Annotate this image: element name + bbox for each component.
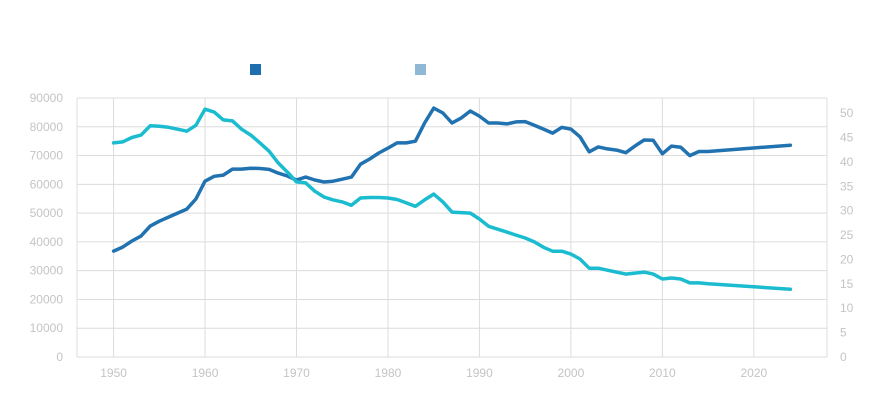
x-tick-label: 1980 xyxy=(375,366,402,380)
y-right-tick-label: 10 xyxy=(840,301,854,315)
x-tick-label: 1960 xyxy=(192,366,219,380)
y-left-tick-label: 60000 xyxy=(30,177,64,191)
x-tick-label: 2000 xyxy=(558,366,585,380)
x-tick-label: 1990 xyxy=(466,366,493,380)
x-tick-label: 1970 xyxy=(283,366,310,380)
y-right-tick-label: 40 xyxy=(840,155,854,169)
x-tick-label: 1950 xyxy=(100,366,127,380)
y-right-tick-label: 0 xyxy=(840,350,847,364)
y-left-tick-label: 70000 xyxy=(30,149,64,163)
y-right-tick-label: 15 xyxy=(840,277,854,291)
x-tick-label: 2020 xyxy=(740,366,767,380)
y-right-tick-label: 50 xyxy=(840,106,854,120)
legend xyxy=(250,64,426,75)
y-right-tick-label: 25 xyxy=(840,228,854,242)
series-line-1 xyxy=(111,106,793,253)
y-left-tick-label: 90000 xyxy=(30,91,64,105)
y-left-tick-label: 0 xyxy=(56,350,63,364)
legend-swatch-1 xyxy=(250,64,261,75)
y-right-tick-label: 5 xyxy=(840,326,847,340)
y-right-tick-label: 30 xyxy=(840,204,854,218)
y-left-tick-label: 50000 xyxy=(30,206,64,220)
axes: 0100002000030000400005000060000700008000… xyxy=(30,91,854,380)
y-right-tick-label: 20 xyxy=(840,252,854,266)
grid xyxy=(76,97,828,358)
legend-swatch-2 xyxy=(415,64,426,75)
y-left-tick-label: 80000 xyxy=(30,120,64,134)
y-left-tick-label: 10000 xyxy=(30,321,64,335)
series-lines xyxy=(111,106,793,291)
series-line-2 xyxy=(111,107,793,291)
y-left-tick-label: 30000 xyxy=(30,264,64,278)
y-left-tick-label: 20000 xyxy=(30,292,64,306)
y-right-tick-label: 35 xyxy=(840,179,854,193)
y-left-tick-label: 40000 xyxy=(30,235,64,249)
y-right-tick-label: 45 xyxy=(840,131,854,145)
x-tick-label: 2010 xyxy=(649,366,676,380)
